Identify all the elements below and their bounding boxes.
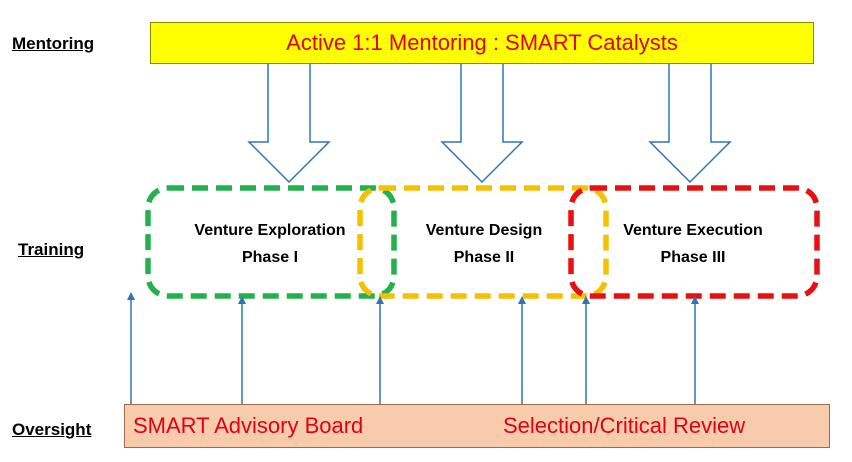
phase-2-subtitle: Phase II	[453, 249, 515, 266]
advisory-board-label: SMART Advisory Board	[133, 413, 364, 438]
mentoring-arrow-1	[247, 64, 331, 184]
mentoring-arrow-3	[648, 64, 732, 184]
phase-1-text: Venture Exploration Phase I	[170, 217, 370, 271]
phase-1-title: Venture Exploration	[194, 222, 346, 239]
phase-box-2	[357, 185, 609, 299]
mentoring-arrow-2	[440, 64, 524, 184]
row-label-oversight: Oversight	[12, 420, 92, 439]
phase-3-subtitle: Phase III	[660, 249, 726, 266]
phase-1-subtitle: Phase I	[241, 249, 299, 266]
oversight-box: SMART Advisory Board Selection/Critical …	[124, 404, 830, 448]
row-label-training: Training	[18, 240, 85, 259]
phase-3-text: Venture Execution Phase III	[593, 217, 793, 271]
phase-3-title: Venture Execution	[623, 222, 763, 239]
mentoring-box: Active 1:1 Mentoring : SMART Catalysts	[150, 22, 814, 64]
phase-2-text: Venture Design Phase II	[384, 217, 584, 271]
row-label-mentoring: Mentoring	[12, 34, 95, 53]
phase-2-title: Venture Design	[425, 222, 543, 239]
mentoring-box-label: Active 1:1 Mentoring : SMART Catalysts	[286, 30, 678, 55]
selection-review-label: Selection/Critical Review	[503, 413, 746, 438]
phase-box-1	[145, 185, 397, 299]
